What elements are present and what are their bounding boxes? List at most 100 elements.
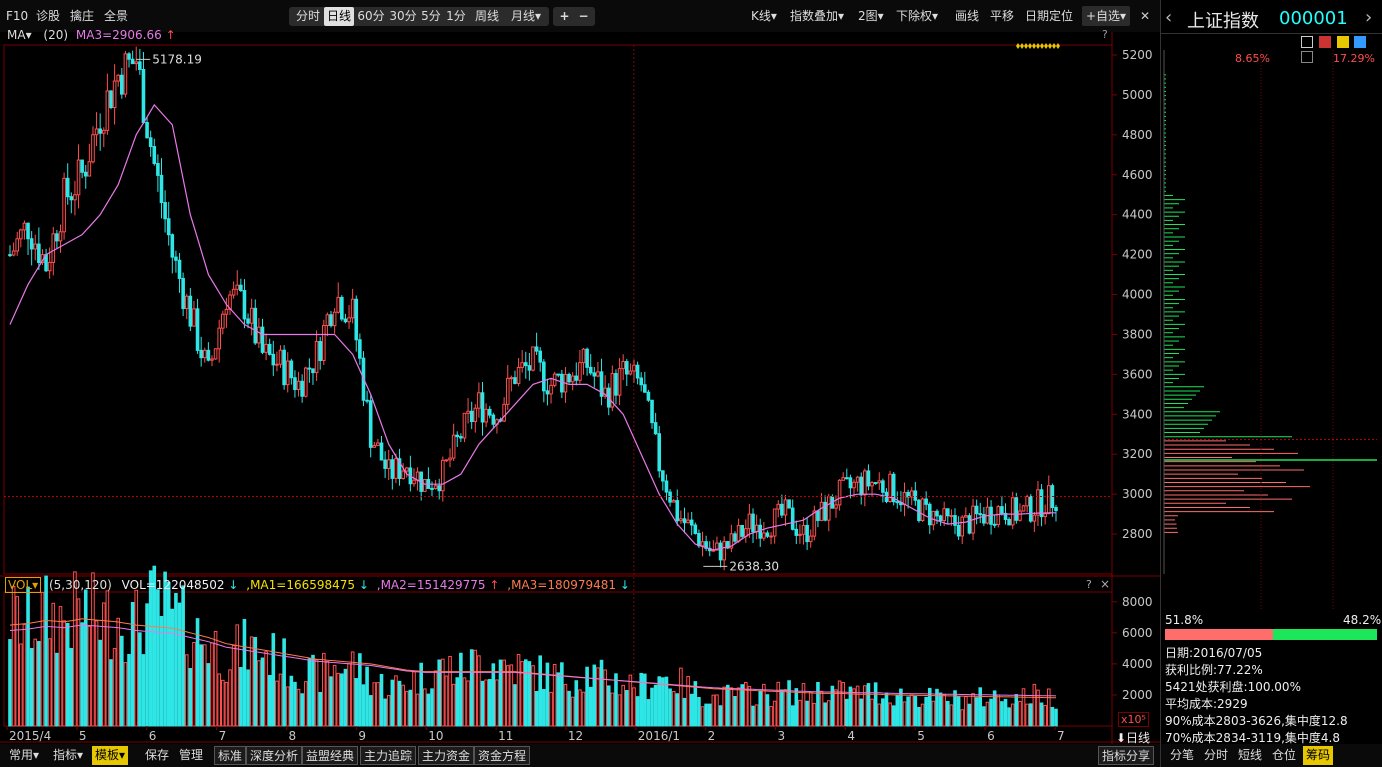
volume-bar [1044,706,1047,726]
candle-body [550,385,553,394]
volume-bar [121,636,124,726]
volume-bar [557,673,560,726]
common-menu[interactable]: 常用▾ [6,746,42,765]
volume-bar [66,623,69,726]
candle-body [813,511,816,536]
candle-body [593,373,596,376]
tab-deep-analysis[interactable]: 深度分析 [246,746,302,765]
volume-bar [1040,703,1043,726]
candle-body [326,315,329,326]
candle-body [799,534,802,535]
volume-bar [860,699,863,726]
volume-bar [391,680,394,726]
volume-bar [319,692,322,726]
tab-standard[interactable]: 标准 [214,746,246,765]
volume-bar [654,685,657,726]
manage-button[interactable]: 管理 [176,746,206,765]
candle-body [528,366,531,370]
tab-classic[interactable]: 益盟经典 [302,746,358,765]
save-button[interactable]: 保存 [142,746,172,765]
volume-bar [903,702,906,726]
volume-bar [965,697,968,726]
tab-position[interactable]: 仓位 [1269,746,1299,765]
pencil-icon[interactable] [1301,36,1313,48]
volume-bar [820,691,823,726]
candle-body [164,203,167,219]
candle-body [557,374,560,375]
candle-body [196,309,199,351]
candle-body [377,443,380,446]
price-tick-label: 5000 [1122,88,1153,102]
vol-help-icon[interactable]: ? [1086,578,1092,591]
volume-bar [972,694,975,726]
candle-body [66,178,69,196]
candle-body [48,262,51,270]
volume-bar [470,650,473,726]
month-label: 9 [358,729,366,743]
kline-chart-svg[interactable]: 2800300032003400360038004000420044004600… [0,0,1160,744]
next-stock-icon[interactable]: › [1365,7,1372,28]
volume-bar [568,691,571,726]
candle-body [449,458,452,460]
volume-bar [597,668,600,726]
volume-bar [986,702,989,726]
loss-ratio-bar [1273,629,1377,640]
candle-body [878,481,881,483]
tab-main-funds[interactable]: 主力资金 [418,746,474,765]
flag-blue-icon[interactable] [1354,36,1366,48]
tab-funds-equation[interactable]: 资金方程 [474,746,530,765]
volume-bar [481,681,484,726]
vol-close-icon[interactable]: × [1100,577,1110,591]
tab-chips[interactable]: 筹码 [1303,746,1333,765]
month-label: 5 [917,729,925,743]
indicator-share-button[interactable]: 指标分享 [1098,746,1154,765]
candle-body [1037,490,1040,515]
candle-body [1011,498,1014,525]
volume-bar [907,697,910,726]
volume-bar [442,659,445,726]
volume-bar [871,699,874,726]
candle-body [452,435,455,458]
candle-body [1019,511,1022,520]
candle-body [56,234,59,241]
template-menu[interactable]: 模板▾ [92,746,128,765]
volume-bar [705,704,708,726]
candle-body [294,378,297,390]
candle-body [355,299,358,339]
tab-short[interactable]: 短线 [1235,746,1265,765]
volume-bar [308,659,311,726]
candle-body [413,480,416,483]
indicator-menu[interactable]: 指标▾ [50,746,86,765]
candle-body [777,504,780,509]
volume-bar [633,688,636,726]
volume-bar [611,693,614,726]
flag-red-icon[interactable] [1319,36,1331,48]
period-tag[interactable]: ⬇日线 [1116,729,1150,746]
candle-body [175,257,178,260]
volume-bar [878,704,881,726]
volume-bar [171,609,174,726]
candle-body [629,371,632,374]
flag-yellow-icon[interactable] [1337,36,1349,48]
prev-stock-icon[interactable]: ‹ [1165,7,1172,28]
volume-bar [261,658,264,726]
candle-body [456,435,459,436]
candle-body [380,443,383,460]
signal-marker-icon [1036,43,1040,49]
candle-body [200,350,203,357]
vol-indicator-menu[interactable]: VOL▾ [5,577,41,593]
candle-body [741,525,744,536]
candle-body [943,509,946,521]
candle-body [121,75,124,94]
volume-bar [294,682,297,726]
volume-bar [582,692,585,726]
volume-bar [279,674,282,726]
candle-body [481,393,484,422]
candle-body [575,376,578,380]
candle-body [236,285,239,289]
tab-ticks[interactable]: 分笔 [1167,746,1197,765]
vol-ma2-arrow-icon: ↑ [489,578,499,592]
tab-main-tracking[interactable]: 主力追踪 [360,746,416,765]
volume-bar [532,666,535,726]
tab-intraday[interactable]: 分时 [1201,746,1231,765]
